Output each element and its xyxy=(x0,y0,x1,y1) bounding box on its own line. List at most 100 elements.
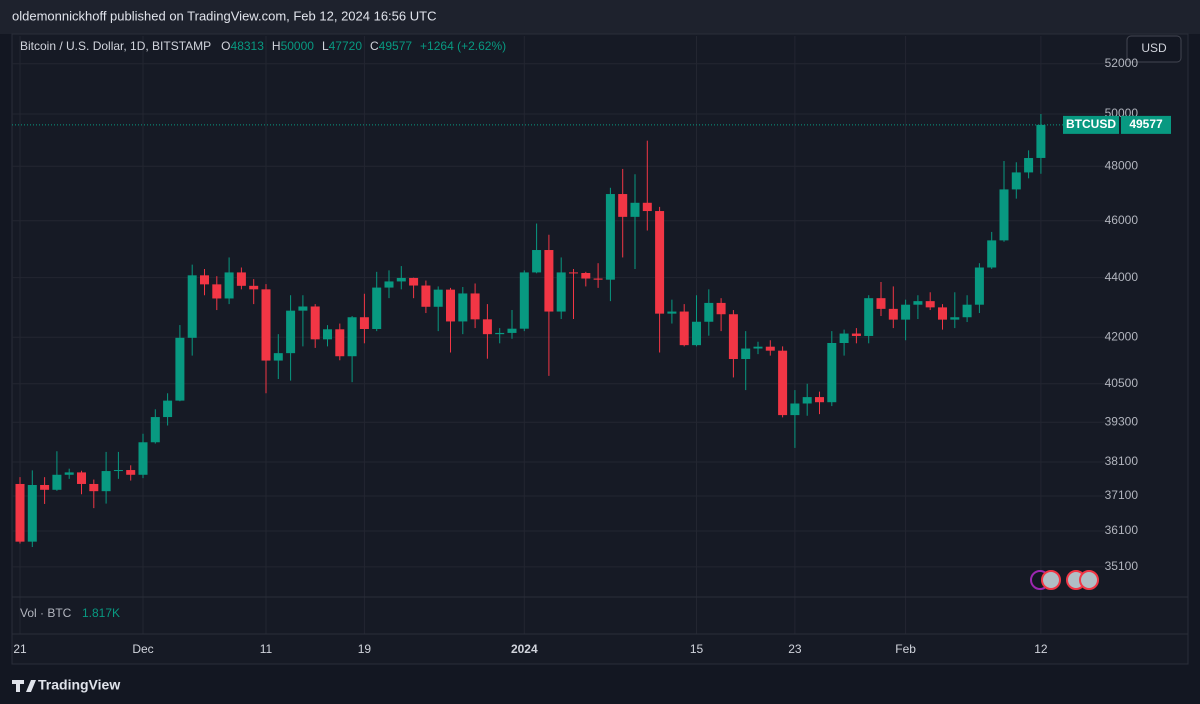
candle-body xyxy=(175,337,185,401)
candle-body xyxy=(372,287,382,329)
chart-frame xyxy=(11,33,1189,665)
y-tick-label: 39300 xyxy=(1105,414,1139,428)
y-tick-label: 35100 xyxy=(1105,559,1139,573)
candle-body xyxy=(249,285,259,290)
ohlc-letter: O xyxy=(221,39,230,53)
candle-body xyxy=(89,483,99,492)
candle-body xyxy=(888,308,898,320)
candle-body xyxy=(851,333,861,336)
x-tick-label: 11 xyxy=(260,642,273,656)
candle-body xyxy=(187,275,197,338)
event-icons[interactable] xyxy=(1030,570,1099,590)
candle-body xyxy=(1024,158,1034,173)
candle-body xyxy=(101,471,111,492)
candle-body xyxy=(815,397,824,403)
candle-body xyxy=(15,483,25,542)
candle-body xyxy=(593,278,603,280)
event-icon[interactable] xyxy=(1041,570,1061,590)
ticker-badge xyxy=(1063,115,1119,134)
candle-body xyxy=(605,194,615,280)
candle-body xyxy=(630,202,640,217)
ohlc-value: 50000 xyxy=(281,39,315,53)
candle-body xyxy=(679,311,689,346)
candle-body xyxy=(938,307,947,320)
candle-body xyxy=(618,194,628,217)
candle-body xyxy=(667,311,677,314)
brand-name: TradingView xyxy=(38,677,120,693)
candle-body xyxy=(950,317,960,320)
change-value: +1264 (+2.62%) xyxy=(420,39,506,53)
header-bar xyxy=(0,0,1200,34)
candle-body xyxy=(482,319,492,335)
ohlc-value: 48313 xyxy=(231,39,265,53)
candle-body xyxy=(556,272,566,312)
currency-label[interactable]: USD xyxy=(1141,41,1167,55)
x-tick-label: 12 xyxy=(1034,642,1048,656)
candle-body xyxy=(532,250,542,273)
candle-body xyxy=(642,202,652,212)
y-tick-label: 46000 xyxy=(1105,213,1139,227)
candle-body xyxy=(359,317,369,329)
x-tick-label: Dec xyxy=(132,642,153,656)
candle-body xyxy=(261,289,271,361)
candle-body xyxy=(790,403,800,416)
candle-body xyxy=(802,397,812,404)
candle-body xyxy=(224,272,234,299)
candle-body xyxy=(901,304,911,320)
x-tick-label: 2024 xyxy=(511,642,538,656)
x-tick-label: 15 xyxy=(690,642,704,656)
candle-body xyxy=(458,293,468,322)
candle-body xyxy=(310,306,320,340)
candle-body xyxy=(581,273,591,279)
candle-body xyxy=(138,442,148,475)
candle-body xyxy=(52,474,62,490)
candle-body xyxy=(384,281,394,288)
candle-body xyxy=(1036,124,1046,158)
candle-body xyxy=(200,275,209,285)
price-badge xyxy=(1121,115,1171,134)
candle-body xyxy=(962,304,972,318)
candle-body xyxy=(999,189,1009,241)
volume-label: Vol · BTC xyxy=(20,606,72,620)
candle-body xyxy=(150,417,160,443)
candle-body xyxy=(753,346,763,349)
symbol-title: Bitcoin / U.S. Dollar, 1D, BITSTAMP xyxy=(20,39,211,53)
candle-body xyxy=(446,289,455,322)
y-tick-label: 42000 xyxy=(1105,329,1139,343)
candle-body xyxy=(409,277,419,286)
candle-body xyxy=(765,346,775,351)
candle-body xyxy=(864,298,874,336)
candle-body xyxy=(741,348,751,360)
candle-body xyxy=(839,333,849,344)
candle-body xyxy=(236,272,246,286)
ohlc-letter: H xyxy=(272,39,281,53)
candle-body xyxy=(507,328,517,333)
candle-body xyxy=(974,267,984,305)
y-tick-label: 52000 xyxy=(1105,56,1139,70)
candle-body xyxy=(77,472,86,484)
x-tick-label: Feb xyxy=(895,642,916,656)
candle-body xyxy=(212,284,222,299)
candle-body xyxy=(569,272,578,274)
candle-body xyxy=(433,289,443,307)
candle-body xyxy=(396,277,406,282)
candle-body xyxy=(925,301,935,308)
candle-body xyxy=(347,317,357,357)
ohlc-letter: L xyxy=(322,39,329,53)
candle-body xyxy=(728,314,738,360)
event-icon[interactable] xyxy=(1079,570,1099,590)
currency-button[interactable] xyxy=(1126,35,1182,63)
candle-body xyxy=(1011,172,1021,190)
y-tick-label: 44000 xyxy=(1105,270,1139,284)
y-tick-label: 40500 xyxy=(1105,376,1139,390)
candle-body xyxy=(655,211,665,314)
candle-body xyxy=(716,302,726,315)
y-tick-label: 37100 xyxy=(1105,488,1139,502)
x-tick-label: 21 xyxy=(13,642,27,656)
candle-body xyxy=(692,321,701,346)
header-text: oldemonnickhoff published on TradingView… xyxy=(12,8,436,23)
ticker-label: BTCUSD xyxy=(1066,117,1116,131)
candle-body xyxy=(298,306,308,311)
